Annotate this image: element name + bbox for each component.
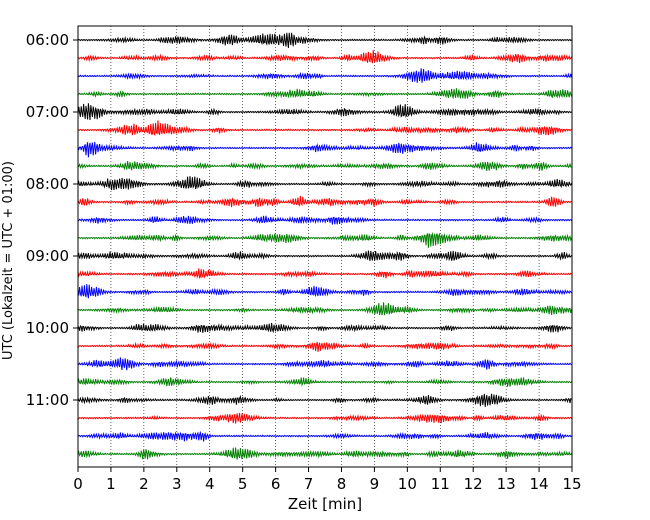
trace-1145 xyxy=(77,447,573,460)
y-tick-label: 07:00 xyxy=(26,103,69,121)
trace-0945 xyxy=(77,302,573,316)
x-tick-label: 14 xyxy=(530,475,549,493)
trace-1000 xyxy=(77,322,572,334)
trace-0930 xyxy=(77,283,573,299)
trace-0700 xyxy=(77,103,572,120)
x-tick-label: 0 xyxy=(73,475,83,493)
x-tick-label: 3 xyxy=(172,475,182,493)
y-tick-label: 08:00 xyxy=(26,175,69,193)
y-tick-label: 06:00 xyxy=(26,31,69,49)
trace-1030 xyxy=(77,357,572,371)
y-tick-label: 10:00 xyxy=(26,319,69,337)
y-axis: 06:00 07:00 08:00 09:00 10:00 11:00 xyxy=(26,31,78,409)
x-tick-label: 7 xyxy=(304,475,314,493)
y-tick-label: 11:00 xyxy=(26,391,69,409)
trace-0830 xyxy=(77,215,573,225)
x-tick-label: 9 xyxy=(370,475,380,493)
x-tick-label: 5 xyxy=(238,475,248,493)
trace-0600 xyxy=(77,32,572,49)
trace-1115 xyxy=(77,412,573,424)
x-tick-label: 8 xyxy=(337,475,347,493)
trace-0630 xyxy=(77,68,573,83)
x-tick-label: 2 xyxy=(139,475,149,493)
x-axis-label: Zeit [min] xyxy=(288,495,362,513)
trace-0800 xyxy=(77,176,573,191)
trace-0815 xyxy=(77,195,572,208)
trace-0615 xyxy=(77,50,573,64)
trace-1045 xyxy=(77,377,572,387)
trace-0845 xyxy=(77,231,573,248)
x-tick-label: 11 xyxy=(431,475,450,493)
x-tick-label: 10 xyxy=(398,475,417,493)
trace-1130 xyxy=(77,430,572,442)
trace-1100 xyxy=(77,393,572,408)
x-tick-label: 1 xyxy=(106,475,116,493)
trace-0645 xyxy=(77,88,573,99)
x-axis: 0 1 2 3 4 5 6 7 8 9 10 11 12 13 14 15 xyxy=(73,467,582,493)
y-axis-label: UTC (Lokalzeit = UTC + 01:00) xyxy=(1,161,16,360)
trace-group xyxy=(77,32,573,460)
trace-0745 xyxy=(77,160,572,171)
x-tick-label: 15 xyxy=(562,475,581,493)
trace-1015 xyxy=(77,341,573,352)
trace-0915 xyxy=(77,268,572,279)
x-tick-label: 6 xyxy=(271,475,281,493)
trace-0730 xyxy=(77,141,572,158)
x-tick-label: 4 xyxy=(205,475,215,493)
x-tick-label: 13 xyxy=(497,475,516,493)
plot-frame xyxy=(77,25,573,468)
trace-0715 xyxy=(77,120,572,137)
y-tick-label: 09:00 xyxy=(26,247,69,265)
x-tick-label: 12 xyxy=(464,475,483,493)
trace-0900 xyxy=(77,250,573,262)
